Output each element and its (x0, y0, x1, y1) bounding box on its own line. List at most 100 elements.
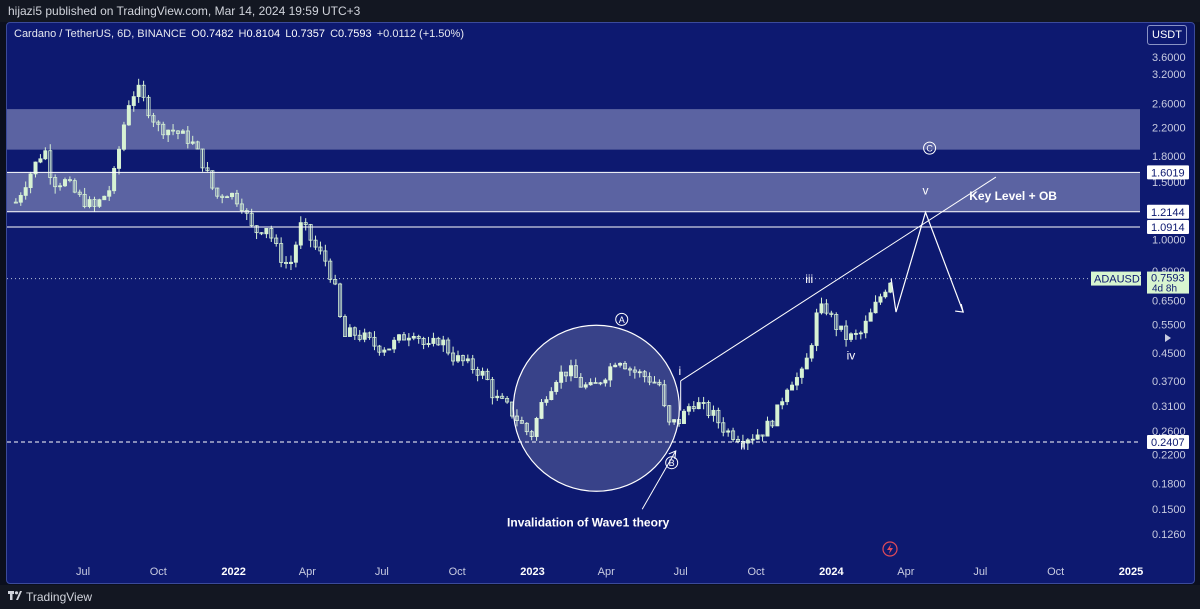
candle-132 (662, 379, 667, 408)
x-tick-label: Oct (150, 566, 167, 578)
candle-13 (77, 189, 82, 197)
candle-body (303, 222, 308, 225)
candle-94 (475, 366, 480, 382)
candle-116 (583, 382, 588, 390)
candle-body (731, 430, 736, 440)
candle-body (249, 212, 254, 227)
candle-body (839, 325, 844, 330)
invalidation-arrow[interactable] (641, 450, 677, 510)
candle-143 (716, 407, 721, 429)
candle-170 (848, 332, 853, 342)
candle-158 (790, 381, 795, 391)
candle-36 (190, 135, 195, 146)
candle-71 (362, 328, 367, 343)
candle-125 (627, 366, 632, 376)
candle-133 (667, 404, 672, 426)
candle-69 (352, 326, 357, 340)
candle-120 (603, 378, 608, 387)
candle-159 (794, 372, 799, 391)
projection-path[interactable] (890, 210, 964, 313)
published-header: hijazi5 published on TradingView.com, Ma… (0, 0, 1200, 22)
supply-zone-0 (7, 109, 1140, 150)
candle-body (623, 362, 628, 370)
candle-body (259, 232, 264, 235)
candle-body (33, 161, 38, 175)
candle-body (794, 377, 799, 386)
candle-body (868, 312, 873, 322)
x-tick-label: Jul (973, 566, 987, 578)
candle-30 (161, 121, 166, 139)
candle-body (514, 415, 519, 421)
candle-body (411, 335, 416, 339)
candle-body (490, 379, 495, 399)
candle-127 (637, 369, 642, 378)
candle-171 (853, 329, 858, 340)
candle-body (28, 173, 33, 188)
candle-body (500, 395, 505, 399)
candle-body (672, 419, 677, 423)
candle-body (701, 402, 706, 404)
candle-body (524, 422, 529, 433)
candle-157 (785, 388, 790, 406)
candle-body (770, 420, 775, 427)
candle-body (863, 320, 868, 334)
currency-button[interactable]: USDT (1147, 25, 1187, 45)
y-tick-label: 0.5500 (1152, 319, 1186, 331)
candle-body (632, 369, 637, 373)
candle-124 (623, 361, 628, 370)
candle-99 (500, 393, 505, 400)
candle-body (755, 434, 760, 440)
highlight-circle[interactable] (512, 324, 680, 492)
candle-66 (338, 282, 343, 319)
candle-67 (342, 314, 347, 337)
candle-117 (588, 378, 593, 386)
symbol-title: Cardano / TetherUS, 6D, BINANCE (14, 28, 187, 40)
candle-body (421, 338, 426, 345)
candle-102 (514, 409, 519, 427)
candle-body (858, 332, 863, 335)
candle-body (338, 283, 343, 317)
candle-80 (406, 333, 411, 347)
candle-93 (470, 354, 475, 374)
trendline[interactable] (680, 176, 997, 382)
candle-body (883, 291, 888, 298)
wave-label-i: i (679, 364, 682, 378)
candle-112 (564, 371, 569, 382)
candle-79 (401, 331, 406, 341)
candle-body (342, 316, 347, 337)
candle-body (608, 366, 613, 381)
candle-body (480, 370, 485, 376)
candle-body (549, 391, 554, 401)
axis-scroll-arrow-icon[interactable] (1165, 334, 1171, 342)
candle-body (141, 84, 146, 98)
candle-body (745, 439, 750, 444)
candle-body (166, 129, 171, 136)
candle-8 (53, 174, 58, 194)
candle-body (809, 345, 814, 359)
candle-body (652, 381, 657, 384)
candle-body (313, 239, 318, 248)
y-tick-label: 1.8000 (1152, 151, 1186, 163)
candle-131 (657, 379, 662, 387)
candle-body (112, 168, 117, 192)
lightning-icon[interactable] (882, 541, 898, 557)
candle-body (43, 150, 48, 160)
candle-body (362, 332, 367, 340)
candle-27 (146, 95, 151, 119)
candle-body (657, 381, 662, 386)
candle-body (593, 382, 598, 384)
ohlc-change: +0.0112 (+1.50%) (376, 28, 464, 40)
candle-153 (765, 416, 770, 437)
candle-body (230, 192, 235, 198)
y-tick-label: 3.2000 (1152, 69, 1186, 81)
symbol-legend: Cardano / TetherUS, 6D, BINANCE O0.7482 … (14, 28, 464, 40)
candle-38 (200, 148, 205, 172)
candle-3 (28, 171, 33, 194)
candle-body (205, 167, 210, 172)
candle-175 (873, 295, 878, 314)
candle-body (519, 420, 524, 424)
candle-25 (136, 78, 141, 103)
candle-body (328, 260, 333, 280)
candle-body (804, 357, 809, 370)
